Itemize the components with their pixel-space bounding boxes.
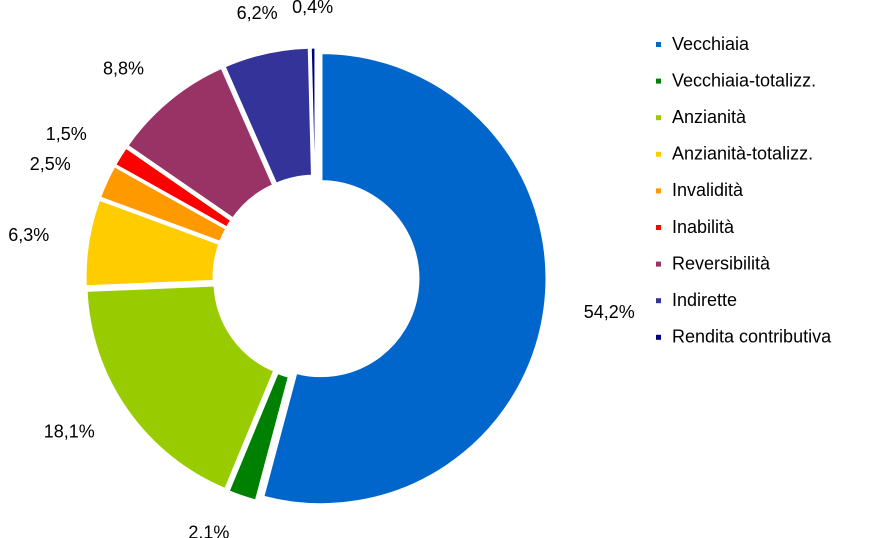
legend-marker (656, 298, 661, 304)
legend-marker (656, 225, 661, 230)
legend-marker (656, 261, 661, 267)
legend-label: Anzianità (672, 107, 747, 127)
data-label: 0,4% (292, 0, 333, 17)
data-label: 2,1% (188, 522, 229, 538)
data-label: 8,8% (103, 59, 144, 79)
legend-label: Vecchiaia-totalizz. (672, 70, 816, 90)
legend-label: Vecchiaia (672, 34, 750, 54)
slice (84, 283, 277, 492)
legend-marker (656, 78, 661, 84)
data-label: 6,3% (8, 225, 49, 245)
data-label: 1,5% (46, 124, 87, 144)
legend-marker (656, 334, 661, 340)
legend-marker (656, 115, 661, 121)
legend-label: Reversibilità (672, 253, 771, 273)
legend-marker (656, 42, 661, 47)
slice (260, 51, 549, 507)
data-label: 54,2% (584, 302, 635, 322)
data-label: 6,2% (237, 3, 278, 23)
slice (308, 45, 318, 178)
legend-label: Invalidità (672, 180, 744, 200)
slice (226, 370, 292, 503)
legend-marker (656, 188, 661, 194)
data-label: 18,1% (44, 422, 95, 442)
data-label: 2,5% (30, 154, 71, 174)
legend-label: Inabilità (672, 217, 735, 237)
legend-label: Rendita contributiva (672, 327, 832, 347)
slice (124, 65, 276, 222)
legend-label: Anzianità-totalizz. (672, 144, 813, 164)
legend-label: Indirette (672, 290, 737, 310)
legend-marker (656, 151, 661, 157)
slice (112, 144, 235, 231)
